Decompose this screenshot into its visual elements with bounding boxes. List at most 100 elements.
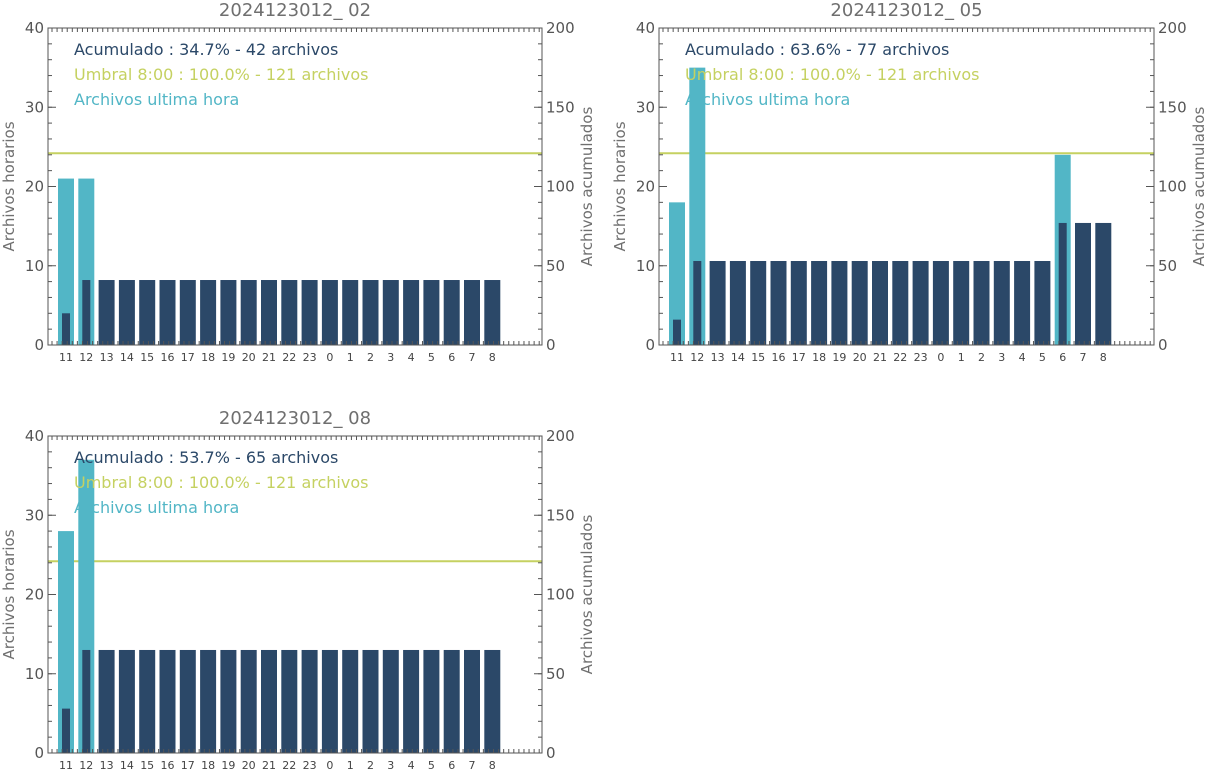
x-tick-label: 18 (201, 759, 215, 771)
cumulative-bar (750, 260, 767, 345)
cumulative-bar (321, 649, 338, 753)
y-tick-label-right: 50 (1158, 257, 1177, 275)
chart-title: 2024123012_ 05 (830, 0, 982, 21)
cumulative-bar (261, 649, 277, 753)
cumulative-bar (443, 280, 460, 345)
x-tick-label: 1 (347, 351, 354, 364)
cumulative-bar (693, 260, 702, 345)
x-tick-label: 17 (181, 351, 195, 364)
cumulative-bar (382, 280, 399, 345)
cumulative-bar (892, 260, 909, 345)
cumulative-bar (362, 280, 379, 345)
cumulative-bar (240, 280, 257, 345)
x-tick-label: 23 (914, 351, 928, 364)
y-tick-label-left: 30 (636, 98, 655, 116)
y-tick-label-right: 200 (1158, 19, 1187, 37)
x-tick-label: 1 (958, 351, 965, 364)
x-tick-label: 12 (79, 351, 93, 364)
x-tick-label: 6 (1059, 351, 1066, 364)
legend-ultima-hora: Archivos ultima hora (74, 498, 239, 517)
chart-title: 2024123012_ 08 (219, 408, 371, 429)
x-tick-label: 21 (873, 351, 887, 364)
hourly-bar (58, 531, 74, 753)
x-tick-label: 13 (100, 759, 114, 771)
legend-umbral: Umbral 8:00 : 100.0% - 121 archivos (74, 473, 368, 492)
y-tick-label-left: 40 (25, 427, 44, 445)
cumulative-bar (973, 260, 990, 345)
cumulative-bar (62, 313, 70, 345)
legend-umbral: Umbral 8:00 : 100.0% - 121 archivos (74, 65, 368, 84)
cumulative-bar (139, 280, 156, 345)
x-tick-label: 22 (282, 759, 296, 771)
x-tick-label: 17 (792, 351, 806, 364)
x-tick-label: 3 (998, 351, 1005, 364)
cumulative-bar (98, 280, 115, 345)
x-tick-label: 7 (1080, 351, 1087, 364)
x-tick-label: 19 (221, 351, 235, 364)
cumulative-bar (443, 649, 460, 753)
cumulative-bar (403, 280, 420, 345)
x-tick-label: 2 (367, 351, 374, 364)
y-tick-label-right: 0 (546, 336, 556, 354)
y-tick-label-left: 10 (25, 257, 44, 275)
y-tick-label-left: 40 (25, 19, 44, 37)
x-tick-label: 15 (751, 351, 765, 364)
x-tick-label: 0 (326, 351, 333, 364)
y-axis-label-right: Archivos acumulados (578, 515, 596, 675)
x-tick-label: 3 (387, 351, 394, 364)
x-tick-label: 16 (161, 759, 175, 771)
x-tick-label: 13 (100, 351, 114, 364)
x-tick-label: 23 (303, 351, 317, 364)
y-tick-label-left: 0 (34, 744, 44, 762)
cumulative-bar (831, 260, 848, 345)
x-tick-label: 18 (201, 351, 215, 364)
y-tick-label-right: 50 (546, 257, 565, 275)
cumulative-bar (342, 649, 359, 753)
x-tick-label: 13 (711, 351, 725, 364)
x-tick-label: 22 (893, 351, 907, 364)
cumulative-bar (261, 280, 277, 345)
x-tick-label: 4 (408, 351, 415, 364)
legend-ultima-hora: Archivos ultima hora (74, 90, 239, 109)
cumulative-bar (1075, 222, 1091, 345)
cumulative-bar (200, 649, 217, 753)
legend-ultima-hora: Archivos ultima hora (685, 90, 850, 109)
y-tick-label-left: 30 (25, 506, 44, 524)
x-tick-label: 20 (242, 759, 256, 771)
cumulative-bar (423, 649, 440, 753)
x-tick-label: 6 (448, 351, 455, 364)
y-tick-label-right: 50 (546, 665, 565, 683)
y-tick-label-left: 0 (34, 336, 44, 354)
x-tick-label: 16 (772, 351, 786, 364)
cumulative-bar (362, 649, 379, 753)
x-tick-label: 3 (387, 759, 394, 771)
x-tick-label: 2 (367, 759, 374, 771)
y-tick-label-right: 0 (546, 744, 556, 762)
x-tick-label: 2 (978, 351, 985, 364)
x-tick-label: 21 (262, 759, 276, 771)
x-tick-label: 20 (853, 351, 867, 364)
x-tick-label: 16 (161, 351, 175, 364)
x-tick-label: 5 (428, 351, 435, 364)
y-tick-label-right: 150 (1158, 98, 1187, 116)
cumulative-bar (1034, 260, 1051, 345)
x-tick-label: 17 (181, 759, 195, 771)
legend-acumulado: Acumulado : 53.7% - 65 archivos (74, 448, 338, 467)
cumulative-bar (281, 280, 298, 345)
cumulative-bar (403, 649, 420, 753)
x-tick-label: 19 (832, 351, 846, 364)
x-tick-label: 7 (469, 351, 476, 364)
cumulative-bar (770, 260, 787, 345)
x-tick-label: 8 (1100, 351, 1107, 364)
cumulative-bar (484, 280, 501, 345)
cumulative-bar (1058, 222, 1067, 345)
cumulative-bar (220, 280, 237, 345)
cumulative-bar (673, 319, 681, 345)
cumulative-bar (118, 280, 135, 345)
y-tick-label-right: 100 (1158, 178, 1187, 196)
cumulative-bar (484, 649, 501, 753)
x-tick-label: 23 (303, 759, 317, 771)
cumulative-bar (179, 280, 196, 345)
